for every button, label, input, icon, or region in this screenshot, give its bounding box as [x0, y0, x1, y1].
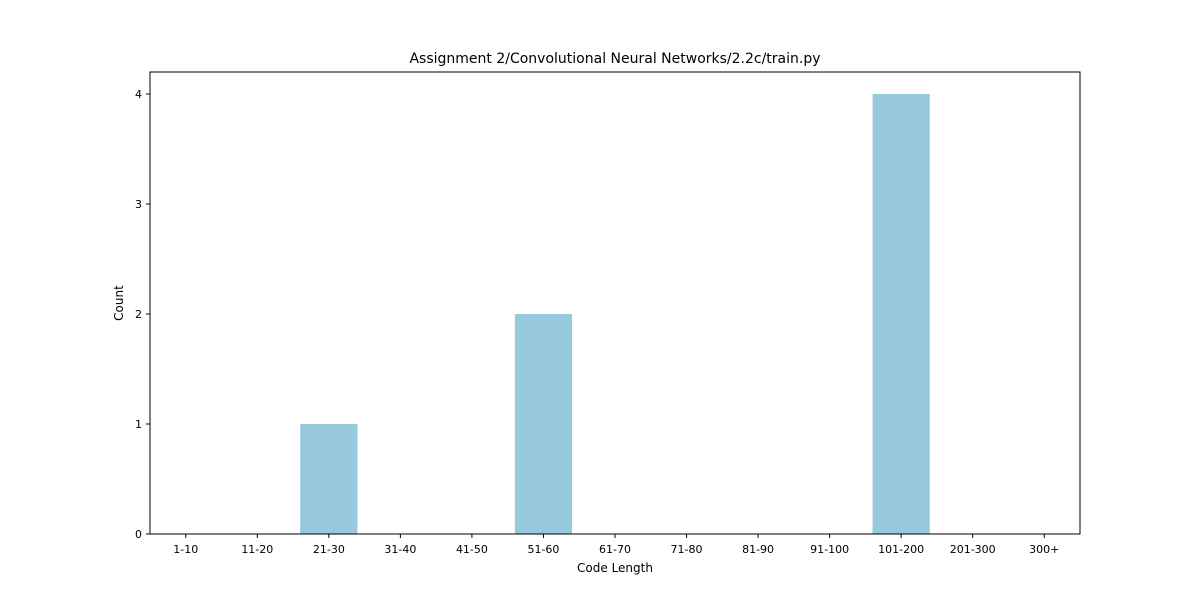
y-tick-label: 0: [135, 528, 142, 541]
x-axis-label: Code Length: [577, 561, 653, 575]
x-tick-label: 31-40: [384, 543, 416, 556]
bar-51-60: [514, 314, 573, 534]
x-tick-label: 71-80: [671, 543, 703, 556]
y-tick-label: 3: [135, 198, 142, 211]
x-tick-label: 11-20: [241, 543, 273, 556]
x-tick-label: 51-60: [527, 543, 559, 556]
y-tick-label: 1: [135, 418, 142, 431]
bars-group: [300, 94, 930, 534]
x-tick-label: 101-200: [878, 543, 924, 556]
x-tick-label: 201-300: [950, 543, 996, 556]
x-axis-ticks: 1-10 11-20 21-30 31-40 41-50 51-60 61-70 71-80 8…: [173, 534, 1059, 556]
x-tick-label: 61-70: [599, 543, 631, 556]
bar-101-200: [872, 94, 930, 534]
plot-frame: [149, 71, 1081, 535]
x-tick-label: 91-100: [810, 543, 849, 556]
bar-21-30: [300, 424, 358, 534]
y-axis-ticks: 0 1 2 3 4: [135, 88, 150, 541]
y-tick-label: 2: [135, 308, 142, 321]
x-tick-label: 41-50: [456, 543, 488, 556]
y-axis-label: Count: [112, 285, 126, 321]
x-tick-label: 1-10: [173, 543, 198, 556]
x-tick-label: 81-90: [742, 543, 774, 556]
x-tick-label: 21-30: [313, 543, 345, 556]
x-tick-label: 300+: [1029, 543, 1059, 556]
y-tick-label: 4: [135, 88, 142, 101]
chart-title: Assignment 2/Convolutional Neural Networ…: [409, 51, 820, 67]
